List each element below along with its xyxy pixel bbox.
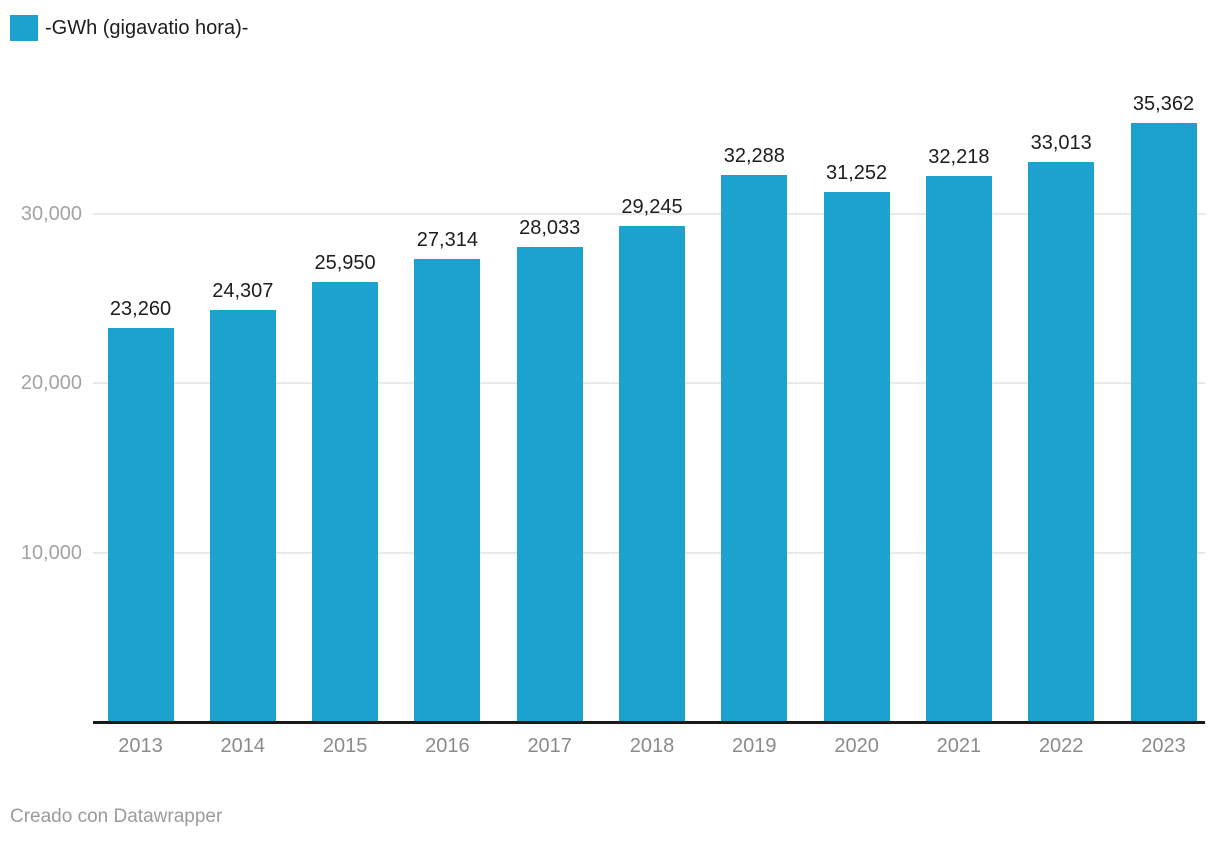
bar-value-label: 29,245 bbox=[621, 196, 683, 219]
bar-2013 bbox=[107, 327, 174, 722]
x-axis-baseline bbox=[93, 721, 1205, 724]
chart-credit: Creado con Datawrapper bbox=[10, 806, 223, 827]
x-axis-tick-label: 2021 bbox=[936, 735, 982, 757]
x-axis-tick-label: 2016 bbox=[425, 735, 470, 757]
bar-value-label: 28,033 bbox=[519, 216, 581, 239]
x-axis-tick-label: 2020 bbox=[834, 735, 879, 757]
bar-2021 bbox=[925, 175, 992, 722]
bar-value-label: 35,362 bbox=[1132, 92, 1195, 115]
bar-value-label: 31,252 bbox=[826, 162, 888, 185]
legend-swatch-icon bbox=[10, 15, 38, 41]
x-axis-tick-label: 2018 bbox=[629, 735, 675, 757]
y-axis-tick-label: 20,000 bbox=[20, 372, 82, 394]
bar-2023 bbox=[1130, 122, 1197, 722]
legend-label: -GWh (gigavatio hora)- bbox=[45, 17, 249, 39]
bar-value-label: 32,218 bbox=[928, 145, 990, 168]
x-axis-tick-label: 2014 bbox=[220, 735, 266, 757]
y-gridline bbox=[93, 212, 1205, 215]
bar-2018 bbox=[619, 226, 685, 722]
x-axis-tick-label: 2022 bbox=[1038, 735, 1084, 757]
x-axis-tick-label: 2015 bbox=[322, 735, 368, 757]
bar-2017 bbox=[516, 246, 583, 722]
bar-2014 bbox=[209, 309, 276, 722]
bar-2020 bbox=[823, 192, 890, 722]
y-axis-tick-label: 30,000 bbox=[20, 202, 82, 225]
x-axis-tick-label: 2019 bbox=[732, 735, 777, 757]
bar-2019 bbox=[721, 174, 788, 722]
bar-2016 bbox=[414, 259, 481, 722]
bar-value-label: 33,013 bbox=[1030, 132, 1092, 155]
bar-value-label: 27,314 bbox=[416, 229, 478, 252]
legend: -GWh (gigavatio hora)- bbox=[10, 13, 248, 43]
x-axis-tick-label: 2023 bbox=[1141, 735, 1186, 757]
bar-value-label: 23,260 bbox=[109, 297, 172, 320]
bar-value-label: 24,307 bbox=[212, 279, 274, 302]
bar-2022 bbox=[1028, 162, 1095, 722]
y-axis-tick-label: 10,000 bbox=[20, 541, 82, 564]
bar-value-label: 32,288 bbox=[723, 144, 785, 167]
bar-2015 bbox=[312, 282, 379, 722]
bar-value-label: 25,950 bbox=[314, 252, 376, 275]
x-axis-tick-label: 2017 bbox=[527, 735, 572, 757]
x-axis-tick-label: 2013 bbox=[118, 735, 163, 757]
